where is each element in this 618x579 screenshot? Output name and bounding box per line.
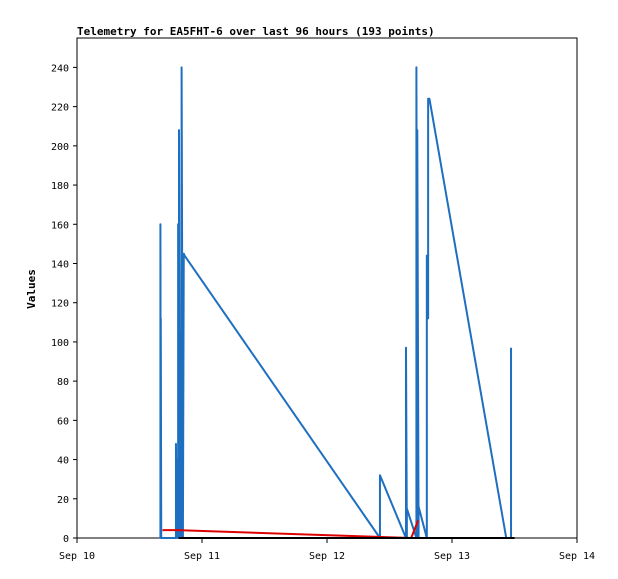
y-tick-label: 180: [51, 181, 69, 192]
y-tick-label: 0: [63, 534, 69, 545]
series-line-2: [162, 519, 420, 539]
y-tick-label: 140: [51, 259, 69, 270]
y-tick-label: 100: [51, 338, 69, 349]
y-tick-label: 60: [57, 416, 69, 427]
series-layer: [159, 66, 515, 539]
y-tick-label: 200: [51, 142, 69, 153]
x-tick-label: Sep 14: [559, 551, 595, 562]
x-tick-label: Sep 10: [59, 551, 95, 562]
y-axis-label: Values: [25, 269, 38, 309]
y-tick-label: 40: [57, 456, 69, 467]
y-tick-label: 120: [51, 299, 69, 310]
y-tick-label: 160: [51, 220, 69, 231]
x-axis: Sep 10 Sep 11 Sep 12 Sep 13 Sep 14: [59, 538, 595, 562]
x-tick-label: Sep 13: [434, 551, 470, 562]
chart-title: Telemetry for EA5FHT-6 over last 96 hour…: [77, 25, 435, 38]
x-tick-label: Sep 11: [184, 551, 220, 562]
y-tick-label: 20: [57, 495, 69, 506]
y-tick-label: 80: [57, 377, 69, 388]
y-tick-label: 240: [51, 63, 69, 74]
y-tick-label: 220: [51, 103, 69, 114]
x-tick-label: Sep 12: [309, 551, 345, 562]
y-axis: 0 20 40 60 80 100 120 140 160 180 200 220 240: [51, 63, 77, 545]
